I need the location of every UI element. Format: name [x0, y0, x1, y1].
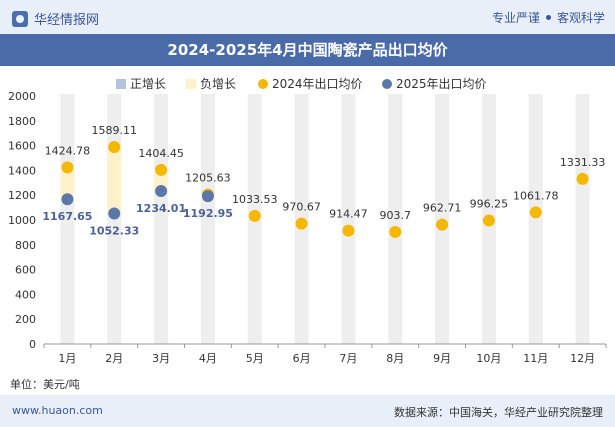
- point-2024: [529, 206, 542, 219]
- x-tick-label: 6月: [293, 352, 311, 365]
- point-2025: [201, 190, 214, 203]
- bg-column: [575, 94, 590, 344]
- point-2024: [295, 217, 308, 230]
- legend-label-2: 2024年出口均价: [272, 77, 363, 91]
- data-label-2024: 1205.63: [185, 172, 231, 185]
- brand: 华经情报网: [12, 9, 99, 28]
- brand-name: 华经情报网: [34, 13, 100, 28]
- x-tick-label: 10月: [476, 352, 501, 365]
- point-2024: [576, 172, 589, 185]
- bg-column: [528, 94, 543, 344]
- top-bar: 华经情报网 专业严谨 客观科学: [0, 0, 615, 34]
- x-tick-label: 4月: [199, 352, 217, 365]
- y-tick-label: 1200: [8, 189, 36, 202]
- x-tick-label: 1月: [58, 352, 76, 365]
- point-2024: [155, 163, 168, 176]
- footer: www.huaon.com 数据来源：中国海关，华经产业研究院整理: [0, 395, 615, 427]
- y-tick-label: 400: [15, 288, 36, 301]
- data-label-2024: 1331.33: [560, 156, 606, 169]
- chart-title: 2024-2025年4月中国陶瓷产品出口均价: [0, 34, 615, 66]
- legend-marker-3: [382, 79, 392, 89]
- change-bar: [154, 169, 169, 191]
- y-tick-label: 1600: [8, 140, 36, 153]
- data-label-2025: 1234.01: [136, 202, 186, 215]
- legend-marker-2: [258, 79, 268, 89]
- legend-label-1: 负增长: [200, 77, 236, 91]
- x-tick-label: 3月: [152, 352, 170, 365]
- x-tick-label: 8月: [386, 352, 404, 365]
- bg-column: [200, 94, 215, 344]
- footer-source: 数据来源：中国海关，华经产业研究院整理: [394, 406, 603, 419]
- x-tick-label: 9月: [433, 352, 451, 365]
- x-tick-label: 2月: [105, 352, 123, 365]
- point-2024: [342, 224, 355, 237]
- change-bar: [107, 146, 122, 214]
- tagline-right: 客观科学: [556, 11, 605, 25]
- data-label-2025: 1192.95: [183, 207, 233, 220]
- tagline: 专业严谨 客观科学: [492, 9, 605, 26]
- x-tick-label: 12月: [570, 352, 595, 365]
- data-label-2024: 996.25: [470, 197, 509, 210]
- x-tick-label: 5月: [246, 352, 264, 365]
- data-label-2025: 1167.65: [42, 210, 92, 223]
- data-label-2024: 962.71: [423, 202, 462, 215]
- data-label-2024: 1424.78: [45, 144, 91, 157]
- chart-svg: 正增长 负增长 2024年出口均价 2025年出口均价 0 200 400 600 800 100…: [8, 77, 607, 365]
- data-label-2024: 1404.45: [138, 147, 184, 160]
- change-bar: [60, 167, 75, 200]
- x-tick-label: 11月: [523, 352, 548, 365]
- unit-label: 单位：美元/吨: [10, 378, 80, 391]
- point-2024: [482, 214, 495, 227]
- data-label-2024: 970.67: [282, 201, 321, 214]
- data-label-2024: 1061.78: [513, 189, 559, 202]
- point-2024: [108, 140, 121, 153]
- point-2025: [155, 184, 168, 197]
- y-tick-label: 1400: [8, 164, 36, 177]
- bg-column: [388, 94, 403, 344]
- y-tick-label: 1000: [8, 214, 36, 227]
- legend-label-3: 2025年出口均价: [396, 77, 487, 91]
- point-2024: [61, 161, 74, 174]
- legend-swatch-0: [116, 79, 126, 89]
- y-tick-label: 600: [15, 264, 36, 277]
- y-tick-label: 2000: [8, 90, 36, 103]
- point-2025: [61, 193, 74, 206]
- y-tick-label: 1800: [8, 115, 36, 128]
- legend-label-0: 正增长: [130, 77, 166, 91]
- x-tick-label: 7月: [339, 352, 357, 365]
- data-label-2024: 914.47: [329, 208, 368, 221]
- y-tick-label: 800: [15, 239, 36, 252]
- point-2024: [248, 209, 261, 222]
- bg-column: [154, 94, 169, 344]
- data-label-2024: 903.7: [380, 209, 412, 222]
- tagline-left: 专业严谨: [491, 11, 540, 25]
- y-tick-label: 0: [29, 338, 36, 351]
- data-label-2024: 1589.11: [92, 124, 138, 137]
- y-tick-label: 200: [15, 313, 36, 326]
- point-2024: [389, 225, 402, 238]
- huajing-logo-icon: [12, 10, 28, 27]
- data-label-2024: 1033.53: [232, 193, 278, 206]
- point-2025: [108, 207, 121, 220]
- bg-column: [341, 94, 356, 344]
- data-label-2025: 1052.33: [89, 225, 139, 238]
- footer-site: www.huaon.com: [12, 404, 103, 417]
- bg-column: [60, 94, 75, 344]
- separator-dot-icon: [545, 15, 551, 20]
- legend-swatch-1: [186, 79, 196, 89]
- point-2024: [436, 218, 449, 231]
